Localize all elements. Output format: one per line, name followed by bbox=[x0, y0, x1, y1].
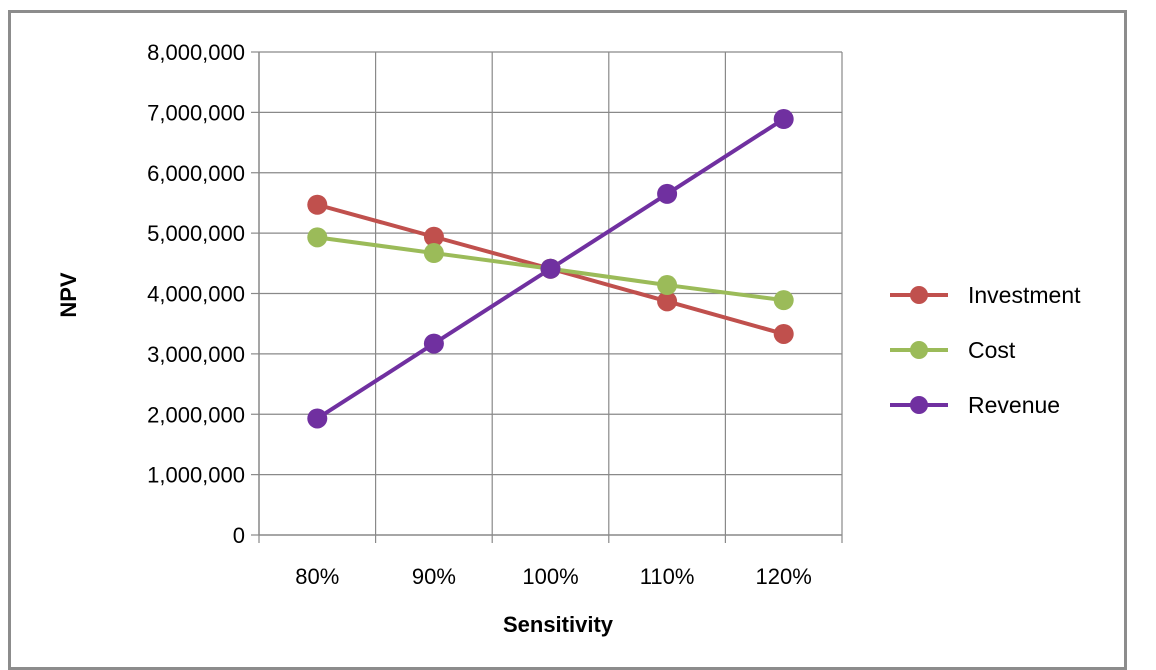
x-tick-labels: 80% 90% 100% 110% 120% bbox=[295, 564, 812, 589]
x-tick-label: 120% bbox=[756, 564, 812, 589]
data-point-investment bbox=[773, 323, 794, 344]
x-tick-label: 80% bbox=[295, 564, 339, 589]
axes bbox=[251, 51, 842, 536]
y-tick-label: 1,000,000 bbox=[147, 463, 245, 488]
y-tick-label: 5,000,000 bbox=[147, 221, 245, 246]
data-point-revenue bbox=[657, 183, 678, 204]
x-tick-label: 90% bbox=[412, 564, 456, 589]
data-point-cost bbox=[423, 243, 444, 264]
data-point-investment bbox=[423, 226, 444, 247]
x-axis-title: Sensitivity bbox=[503, 612, 614, 637]
y-tick-labels: 0 1,000,000 2,000,000 3,000,000 4,000,000 5,0… bbox=[147, 40, 245, 548]
data-point-investment bbox=[657, 291, 678, 312]
x-tick-label: 110% bbox=[640, 564, 695, 589]
chart-frame bbox=[8, 10, 1127, 670]
npv-sensitivity-chart: 0 1,000,000 2,000,000 3,000,000 4,000,000 5,0… bbox=[56, 40, 1081, 637]
y-tick-label: 2,000,000 bbox=[147, 402, 245, 427]
y-tick-label: 3,000,000 bbox=[147, 342, 245, 367]
data-point-cost bbox=[773, 290, 794, 311]
y-tick-label: 7,000,000 bbox=[147, 100, 245, 125]
data-point-investment bbox=[307, 194, 328, 215]
data-point-revenue bbox=[540, 258, 561, 279]
data-point-revenue bbox=[773, 109, 794, 130]
data-point-cost bbox=[657, 275, 678, 296]
y-tick-label: 8,000,000 bbox=[147, 40, 245, 65]
legend-marker-revenue bbox=[910, 396, 928, 414]
y-tick-label: 0 bbox=[233, 523, 245, 548]
x-tick-label: 100% bbox=[522, 564, 578, 589]
legend-marker-cost bbox=[910, 341, 928, 359]
data-point-revenue bbox=[423, 333, 444, 354]
legend-marker-investment bbox=[910, 286, 928, 304]
legend-label-investment: Investment bbox=[968, 282, 1081, 308]
y-axis-title: NPV bbox=[56, 272, 81, 318]
legend-label-cost: Cost bbox=[968, 337, 1016, 363]
data-point-revenue bbox=[307, 408, 328, 429]
y-tick-label: 6,000,000 bbox=[147, 161, 245, 186]
series-lines bbox=[307, 109, 794, 429]
data-point-cost bbox=[307, 227, 328, 248]
legend-label-revenue: Revenue bbox=[968, 392, 1060, 418]
legend: Investment Cost Revenue bbox=[890, 282, 1081, 418]
y-tick-label: 4,000,000 bbox=[147, 282, 245, 307]
